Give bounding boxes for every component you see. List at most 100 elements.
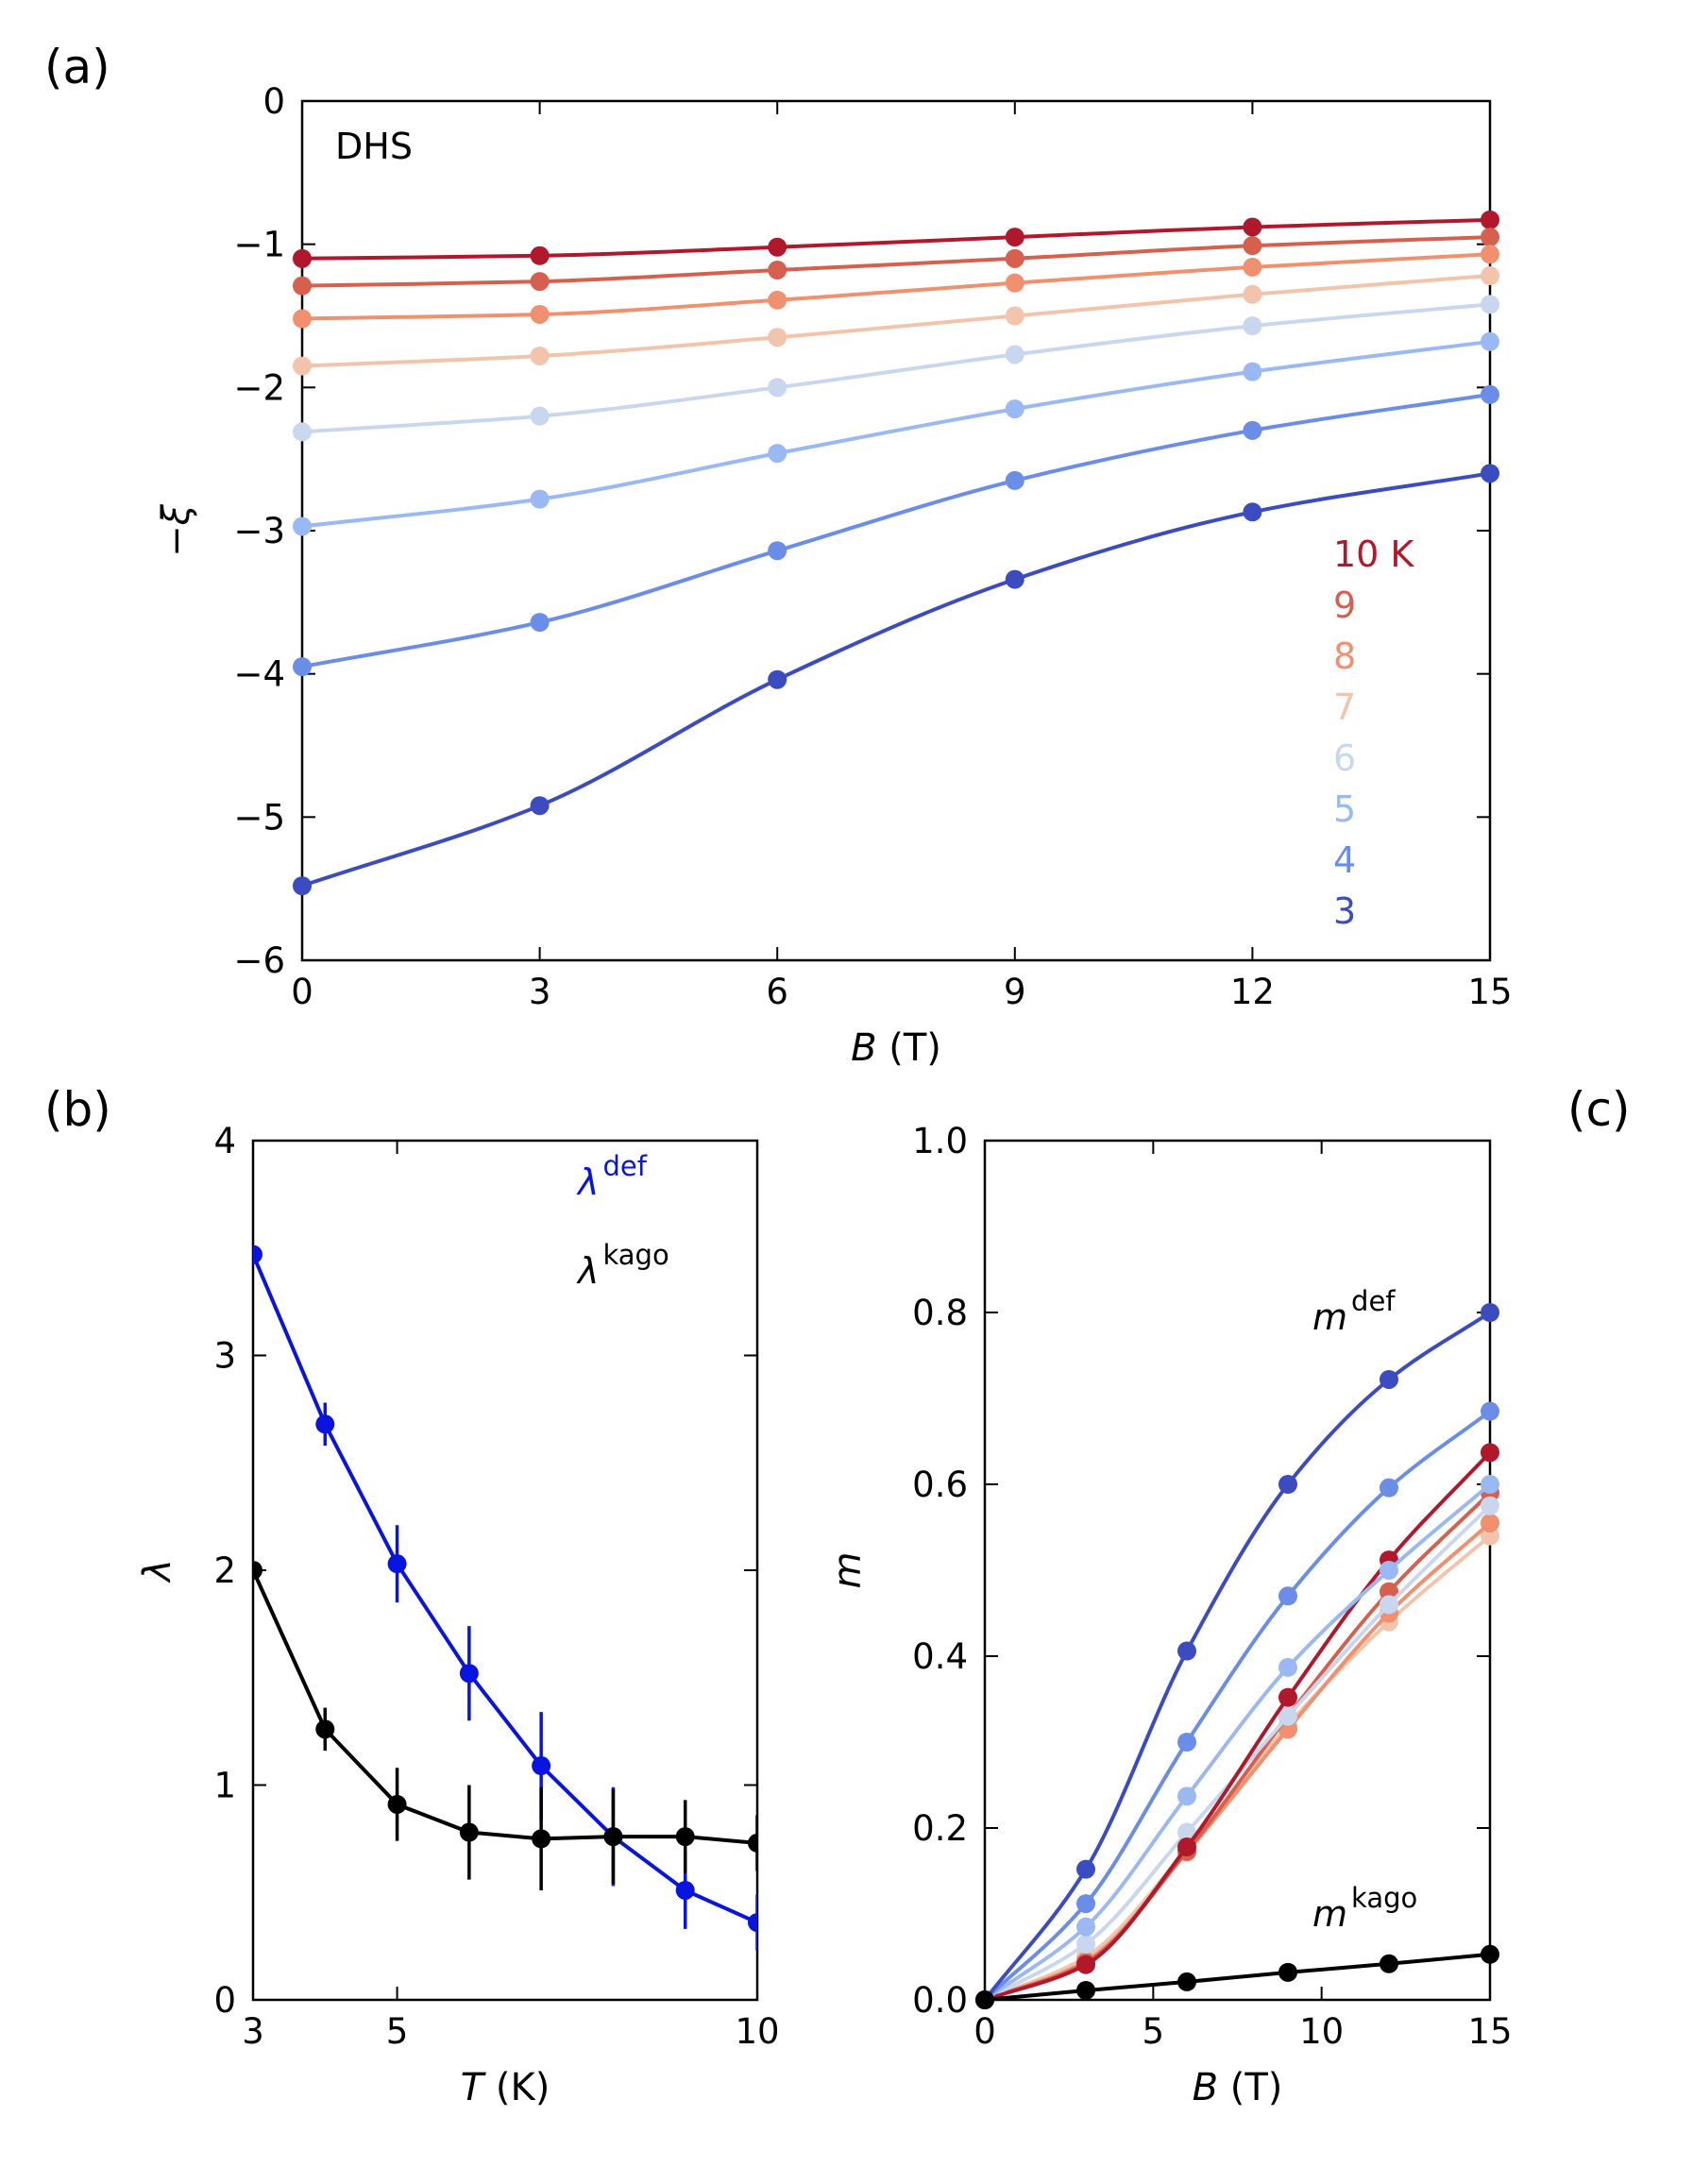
- x-axis-label: T (K): [461, 2066, 550, 2109]
- y-tick-label: −3: [233, 511, 285, 551]
- data-point: [1243, 362, 1262, 381]
- annotation-symbol: m: [1312, 1893, 1347, 1935]
- series-line-0: [253, 1253, 757, 1924]
- series-line-4: [984, 1450, 1492, 2002]
- data-point: [1076, 1859, 1095, 1879]
- annotation-superscript: def: [1351, 1285, 1396, 1317]
- legend-entry: λ def: [576, 1150, 648, 1203]
- legend-entry: 6: [1333, 737, 1356, 779]
- series-line-1: [984, 1521, 1492, 2002]
- data-point: [1278, 1475, 1297, 1494]
- data-point: [1243, 236, 1262, 256]
- y-tick-label: −4: [233, 654, 285, 695]
- y-tick-label: 1.0: [912, 1121, 968, 1161]
- data-point: [530, 406, 550, 426]
- legend-entry: 8: [1333, 635, 1356, 677]
- y-tick-label: −6: [233, 940, 285, 981]
- data-point: [530, 796, 550, 816]
- x-axis-variable: T: [461, 2066, 487, 2109]
- y-tick-label: 0.0: [912, 1980, 968, 2021]
- legend-symbol: λ: [576, 1161, 600, 1203]
- annotation-superscript: kago: [1351, 1882, 1417, 1914]
- plot-frame: [251, 1139, 759, 2002]
- data-point: [1076, 1894, 1095, 1914]
- series-line-1: [301, 235, 1491, 288]
- x-axis-variable: B: [1193, 2066, 1218, 2109]
- data-point: [1380, 1478, 1398, 1498]
- x-axis-unit: (K): [483, 2066, 550, 2109]
- legend-entry: 4: [1333, 839, 1356, 881]
- data-point: [768, 290, 787, 310]
- legend-superscript: def: [603, 1150, 648, 1182]
- data-point: [293, 657, 312, 677]
- x-tick-label: 12: [1230, 972, 1275, 1012]
- y-tick-label: 0.4: [912, 1636, 968, 1677]
- data-point: [1481, 1443, 1499, 1463]
- data-point: [1243, 316, 1262, 336]
- data-point: [1243, 217, 1262, 237]
- panel-label: (c): [1567, 1082, 1631, 1137]
- series-line-7: [301, 471, 1491, 888]
- data-point: [1243, 284, 1262, 304]
- x-tick-label: 15: [1467, 2011, 1512, 2052]
- data-point: [293, 248, 312, 268]
- y-tick-label: 4: [213, 1121, 236, 1161]
- x-tick-label: 10: [735, 2011, 779, 2052]
- x-axis-unit: (T): [877, 1026, 941, 1070]
- y-tick-label: 0: [262, 81, 285, 122]
- x-axis-variable: B: [851, 1026, 876, 1070]
- data-point: [387, 1554, 407, 1574]
- data-point: [293, 516, 312, 536]
- data-point: [530, 245, 550, 265]
- data-point: [1177, 1837, 1196, 1857]
- x-tick-label: 0: [973, 2011, 996, 2052]
- data-point: [768, 237, 787, 257]
- data-point: [768, 260, 787, 279]
- data-point: [293, 422, 312, 442]
- y-tick-label: 2: [213, 1550, 236, 1591]
- plot-frame: [300, 99, 1492, 962]
- data-point: [315, 1414, 335, 1434]
- data-point: [1278, 1706, 1297, 1726]
- x-axis-unit: (T): [1218, 2066, 1282, 2109]
- data-point: [1380, 1595, 1398, 1615]
- data-point: [387, 1794, 407, 1814]
- data-point: [1278, 1586, 1297, 1606]
- data-point: [1481, 228, 1499, 247]
- data-point: [253, 1244, 262, 1264]
- y-tick-label: 1: [213, 1766, 236, 1806]
- x-tick-label: 6: [766, 972, 788, 1012]
- series-line-2: [984, 1491, 1492, 2002]
- legend-entry: 5: [1333, 788, 1356, 830]
- data-point: [1380, 1369, 1398, 1389]
- series-line-4: [301, 302, 1491, 434]
- data-point: [253, 1561, 262, 1580]
- series-line-8: [984, 1952, 1491, 2002]
- data-point: [1278, 1687, 1297, 1707]
- data-point: [1005, 399, 1024, 419]
- data-point: [532, 1756, 551, 1776]
- y-tick-label: 0.2: [912, 1808, 968, 1849]
- data-point: [1481, 210, 1499, 229]
- annotation-symbol: m: [1312, 1296, 1347, 1338]
- data-point: [1076, 1955, 1095, 1974]
- data-point: [748, 1913, 757, 1933]
- data-point: [530, 489, 550, 509]
- data-point: [1481, 266, 1499, 286]
- data-point: [1005, 273, 1024, 293]
- data-point: [1481, 1303, 1499, 1322]
- legend-entry: 10 K: [1333, 533, 1414, 575]
- data-point: [1481, 245, 1499, 264]
- y-tick-label: 0.6: [912, 1464, 968, 1505]
- data-point: [1177, 1972, 1196, 1991]
- data-point: [459, 1822, 479, 1842]
- x-axis-label: B (T): [1193, 2066, 1283, 2109]
- y-axis-label: λ: [136, 1559, 179, 1583]
- data-point: [1243, 420, 1262, 440]
- data-point: [768, 328, 787, 347]
- y-tick-label: −2: [233, 367, 285, 408]
- data-point: [1243, 257, 1262, 277]
- x-tick-label: 9: [1004, 972, 1026, 1012]
